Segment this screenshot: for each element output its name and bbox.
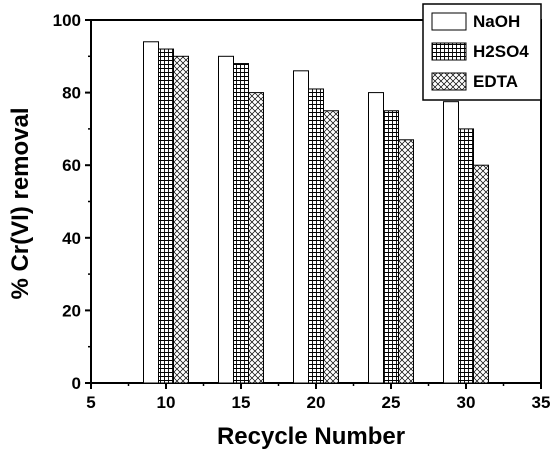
bar-edta-15 bbox=[248, 92, 264, 384]
bar-h2so4-15 bbox=[233, 63, 249, 384]
legend-swatch-h2so4 bbox=[431, 42, 467, 61]
x-tick-label: 20 bbox=[307, 393, 326, 412]
bar-edta-25 bbox=[398, 139, 414, 384]
bars bbox=[143, 41, 489, 384]
bar-h2so4-30 bbox=[458, 128, 474, 384]
legend-label-h2so4: H2SO4 bbox=[473, 42, 529, 61]
bar-h2so4-25 bbox=[383, 110, 399, 384]
x-axis-label: Recycle Number bbox=[217, 423, 405, 450]
y-tick-label: 80 bbox=[62, 84, 81, 103]
x-tick-label: 25 bbox=[382, 393, 401, 412]
axes: 0 20 40 60 80 100 5 10 15 20 25 30 35 bbox=[53, 11, 550, 412]
bar-edta-20 bbox=[323, 110, 339, 384]
x-tick-label: 30 bbox=[457, 393, 476, 412]
bar-naoh-15 bbox=[218, 55, 234, 384]
x-tick-label: 10 bbox=[157, 393, 176, 412]
bar-naoh-10 bbox=[143, 41, 159, 384]
y-tick-label: 0 bbox=[72, 374, 81, 393]
legend-label-naoh: NaOH bbox=[473, 12, 520, 31]
x-tick-label: 35 bbox=[532, 393, 550, 412]
bar-edta-10 bbox=[173, 55, 189, 384]
y-tick-label: 40 bbox=[62, 229, 81, 248]
y-tick-label: 20 bbox=[62, 301, 81, 320]
bar-h2so4-20 bbox=[308, 88, 324, 384]
legend-swatch-edta bbox=[431, 72, 467, 91]
y-tick-label: 100 bbox=[53, 11, 81, 30]
y-tick-label: 60 bbox=[62, 156, 81, 175]
legend-label-edta: EDTA bbox=[473, 72, 518, 91]
y-axis-label: % Cr(VI) removal bbox=[7, 107, 34, 299]
x-tick-label: 5 bbox=[86, 393, 95, 412]
bar-naoh-25 bbox=[368, 92, 384, 384]
bar-edta-30 bbox=[473, 164, 489, 384]
bar-naoh-30 bbox=[443, 101, 459, 384]
x-tick-label: 15 bbox=[232, 393, 251, 412]
bar-h2so4-10 bbox=[158, 48, 174, 384]
legend: NaOH H2SO4 EDTA bbox=[422, 3, 542, 101]
legend-swatch-naoh bbox=[431, 12, 467, 31]
bar-naoh-20 bbox=[293, 70, 309, 384]
